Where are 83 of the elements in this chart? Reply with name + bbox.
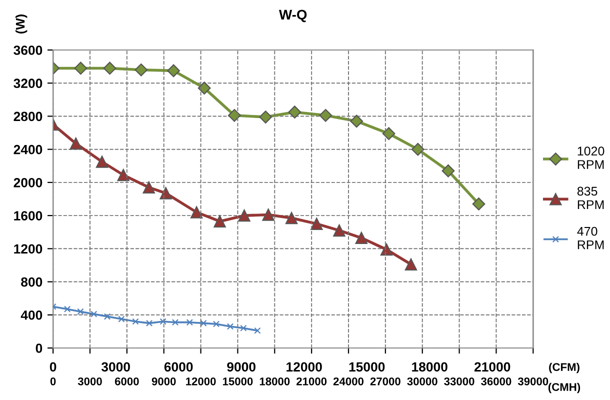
point: [117, 168, 130, 182]
point: [380, 243, 393, 256]
point: [142, 181, 155, 194]
y-axis-title: (W): [16, 14, 28, 34]
y-tick-label: 3200: [14, 78, 42, 88]
x2-tick-label: 36000: [481, 377, 512, 386]
y-tick-label: 2400: [14, 144, 42, 154]
x-tick-label: 12000: [286, 362, 322, 372]
x2-tick-label: 3000: [78, 377, 102, 386]
point: [134, 63, 148, 76]
point: [411, 142, 424, 156]
x-axis-title: (CFM): [549, 362, 580, 374]
x-tick-label: 15000: [349, 362, 385, 372]
point: [90, 310, 98, 318]
point: [212, 320, 220, 328]
point: [226, 323, 234, 330]
x2-tick-label: 6000: [114, 377, 139, 386]
x-tick-label: 0: [50, 362, 56, 372]
point: [262, 208, 274, 221]
x2-tick-label: 12000: [186, 377, 216, 386]
point: [310, 218, 323, 230]
point: [172, 319, 179, 326]
point: [186, 319, 193, 326]
point: [355, 232, 368, 244]
point: [240, 324, 247, 332]
point: [214, 215, 226, 228]
point: [238, 209, 250, 222]
x2-tick-label: 39000: [518, 377, 548, 386]
point: [442, 164, 455, 178]
y-tick-label: 400: [20, 310, 42, 320]
point: [190, 206, 203, 218]
chart-title: W-Q: [278, 10, 307, 22]
y-tick-label: 0: [36, 344, 42, 353]
x2-tick-label: 18000: [260, 377, 290, 386]
y-tick-label: 1600: [14, 211, 42, 220]
point: [254, 327, 261, 334]
point: [259, 110, 272, 124]
point: [350, 114, 364, 128]
point: [285, 212, 298, 224]
point: [118, 316, 125, 322]
y-tick-label: 3600: [14, 46, 42, 55]
x2-tick-label: 15000: [222, 377, 253, 386]
x-tick-label: 18000: [412, 362, 448, 372]
point: [472, 198, 486, 210]
x-tick-label: 21000: [474, 362, 510, 372]
point: [132, 318, 139, 325]
y-tick-label: 2000: [14, 178, 42, 188]
x2-tick-label: 30000: [407, 377, 438, 386]
point: [167, 64, 180, 78]
point: [228, 108, 241, 122]
y-tick-label: 1200: [14, 244, 42, 254]
point: [382, 127, 396, 140]
point: [160, 187, 172, 200]
legend-label: 470 RPM: [577, 226, 604, 250]
y-tick-label: 800: [21, 277, 42, 287]
point: [198, 82, 211, 95]
point: [319, 108, 332, 122]
point: [146, 320, 153, 326]
point: [104, 313, 111, 320]
x2-axis-title: (CMH): [548, 382, 580, 394]
point: [160, 318, 166, 325]
point: [77, 308, 84, 315]
x2-tick-label: 27000: [370, 377, 400, 386]
point: [70, 137, 82, 150]
point: [74, 62, 88, 75]
x2-tick-label: 33000: [444, 377, 474, 386]
point: [200, 320, 207, 326]
point: [103, 62, 116, 75]
x-tick-label: 9000: [227, 362, 256, 372]
point: [404, 258, 418, 271]
point: [96, 156, 108, 168]
point: [333, 224, 346, 237]
x2-tick-label: 9000: [152, 377, 176, 386]
y-tick-label: 2800: [14, 112, 42, 122]
x2-tick-label: 24000: [333, 377, 364, 386]
x2-tick-label: 21000: [296, 377, 327, 386]
x-tick-label: 6000: [164, 362, 193, 372]
point: [64, 306, 71, 312]
legend-label: 835 RPM: [577, 186, 604, 209]
x2-tick-label: 0: [50, 377, 56, 386]
legend-label: 1020 RPM: [578, 146, 604, 169]
x-tick-label: 3000: [101, 362, 130, 372]
point: [288, 106, 302, 119]
